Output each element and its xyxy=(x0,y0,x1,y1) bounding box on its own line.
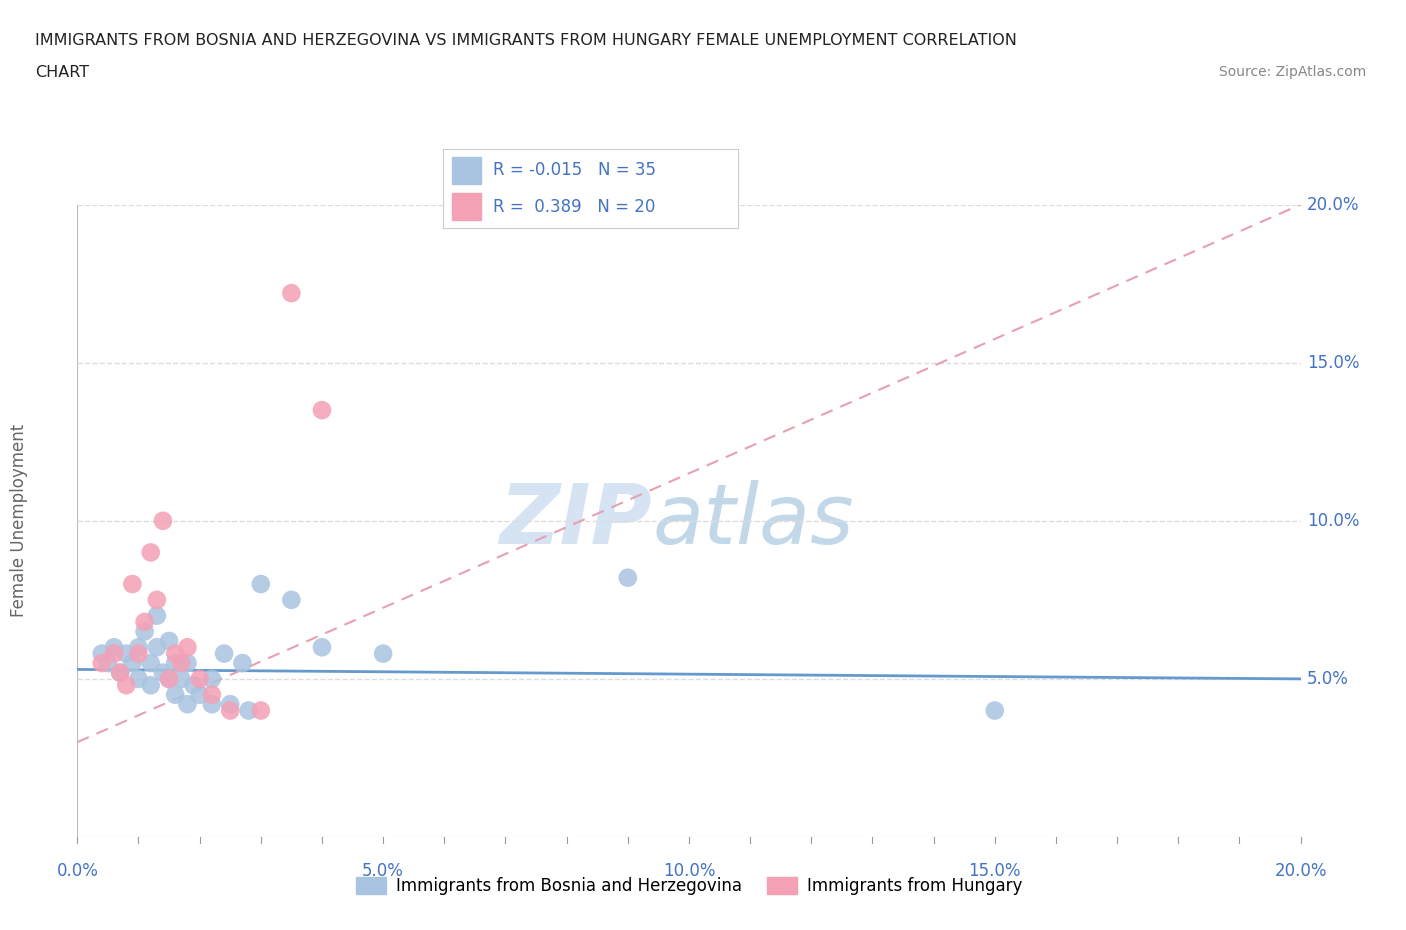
Text: R = -0.015   N = 35: R = -0.015 N = 35 xyxy=(494,161,657,179)
Point xyxy=(90,656,112,671)
Point xyxy=(152,513,174,528)
Point xyxy=(238,703,260,718)
Point xyxy=(311,640,333,655)
Text: Female Unemployment: Female Unemployment xyxy=(10,424,28,618)
Point xyxy=(212,646,235,661)
Text: 0.0%: 0.0% xyxy=(56,862,98,881)
Point xyxy=(115,678,138,693)
Text: ZIP: ZIP xyxy=(499,480,652,562)
Text: IMMIGRANTS FROM BOSNIA AND HERZEGOVINA VS IMMIGRANTS FROM HUNGARY FEMALE UNEMPLO: IMMIGRANTS FROM BOSNIA AND HERZEGOVINA V… xyxy=(35,33,1017,47)
Point xyxy=(121,656,143,671)
Text: 15.0%: 15.0% xyxy=(1306,353,1360,372)
Point xyxy=(157,671,180,686)
Point xyxy=(201,687,224,702)
Text: 15.0%: 15.0% xyxy=(969,862,1021,881)
Point xyxy=(157,633,180,648)
Point xyxy=(280,286,302,300)
Point xyxy=(139,678,162,693)
Point xyxy=(170,671,193,686)
Text: atlas: atlas xyxy=(652,480,853,562)
Point xyxy=(127,671,149,686)
Point xyxy=(165,687,187,702)
Point xyxy=(201,671,224,686)
Point xyxy=(108,665,131,680)
Point xyxy=(127,646,149,661)
Point xyxy=(984,703,1007,718)
Point xyxy=(139,656,162,671)
Point xyxy=(311,403,333,418)
Point xyxy=(201,697,224,711)
Point xyxy=(90,646,112,661)
Point xyxy=(146,592,169,607)
Text: 20.0%: 20.0% xyxy=(1306,195,1360,214)
Text: R =  0.389   N = 20: R = 0.389 N = 20 xyxy=(494,197,655,216)
Point xyxy=(157,671,180,686)
Point xyxy=(219,697,242,711)
Point xyxy=(250,703,273,718)
Bar xyxy=(451,193,481,220)
Point xyxy=(115,646,138,661)
Point xyxy=(139,545,162,560)
Point xyxy=(127,640,149,655)
Text: 5.0%: 5.0% xyxy=(363,862,404,881)
Point xyxy=(617,570,640,585)
Point xyxy=(170,656,193,671)
Point xyxy=(188,671,211,686)
Text: 20.0%: 20.0% xyxy=(1274,862,1327,881)
Point xyxy=(134,624,156,639)
Point xyxy=(176,640,198,655)
Point xyxy=(219,703,242,718)
Point xyxy=(176,697,198,711)
Text: 5.0%: 5.0% xyxy=(1306,670,1348,688)
Point xyxy=(371,646,394,661)
Point xyxy=(97,656,120,671)
Point xyxy=(183,678,205,693)
Point xyxy=(280,592,302,607)
Text: 10.0%: 10.0% xyxy=(662,862,716,881)
Point xyxy=(231,656,253,671)
Point xyxy=(121,577,143,591)
Point xyxy=(165,646,187,661)
Point xyxy=(165,656,187,671)
Text: Source: ZipAtlas.com: Source: ZipAtlas.com xyxy=(1219,65,1367,79)
Point xyxy=(146,608,169,623)
Point xyxy=(108,665,131,680)
Point xyxy=(103,646,125,661)
Point xyxy=(146,640,169,655)
Point xyxy=(188,687,211,702)
Point xyxy=(134,615,156,630)
Text: 10.0%: 10.0% xyxy=(1306,512,1360,530)
Legend: Immigrants from Bosnia and Herzegovina, Immigrants from Hungary: Immigrants from Bosnia and Herzegovina, … xyxy=(349,870,1029,901)
Bar xyxy=(451,157,481,183)
Point xyxy=(250,577,273,591)
Point xyxy=(152,665,174,680)
Text: CHART: CHART xyxy=(35,65,89,80)
Point xyxy=(103,640,125,655)
Point xyxy=(176,656,198,671)
